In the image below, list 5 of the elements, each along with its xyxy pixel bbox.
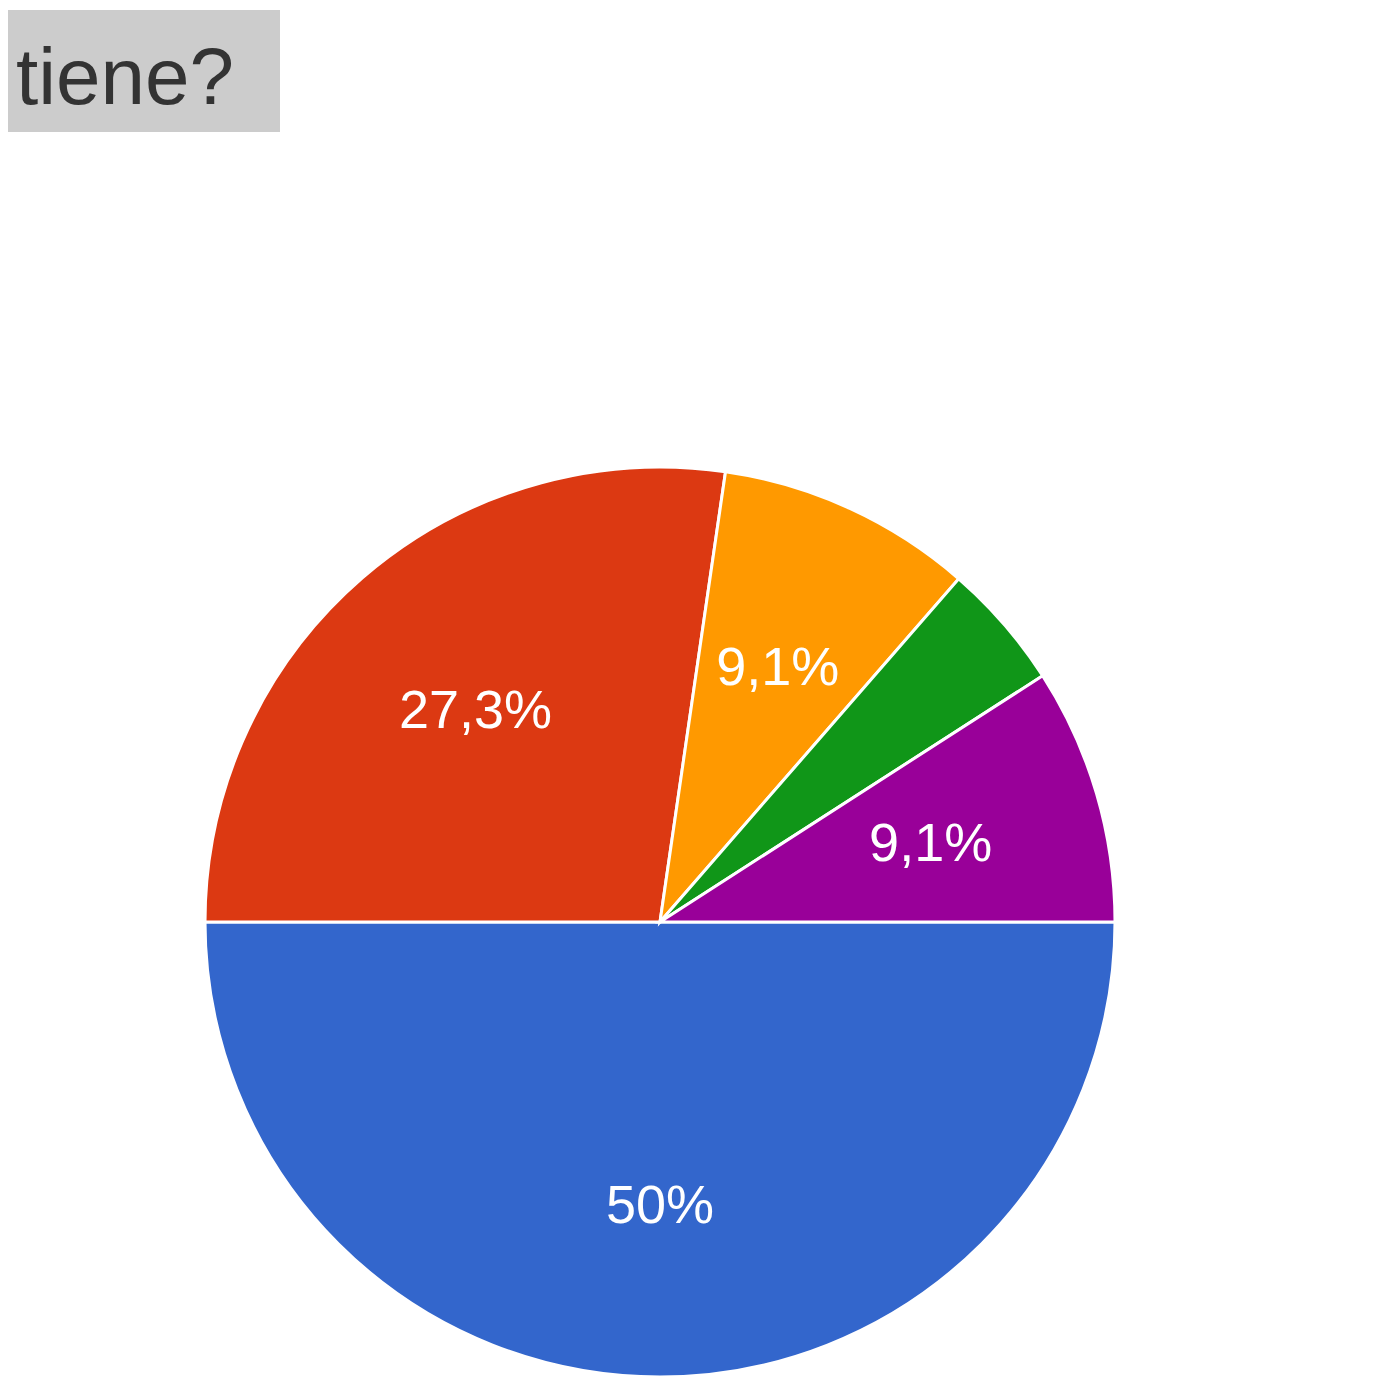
data-label: 9,1% [716, 635, 840, 696]
data-label: 27,3% [398, 678, 553, 739]
data-label: 9,1% [869, 812, 993, 873]
data-label: 50% [605, 1174, 715, 1234]
chart-title: tiene? [16, 32, 234, 121]
